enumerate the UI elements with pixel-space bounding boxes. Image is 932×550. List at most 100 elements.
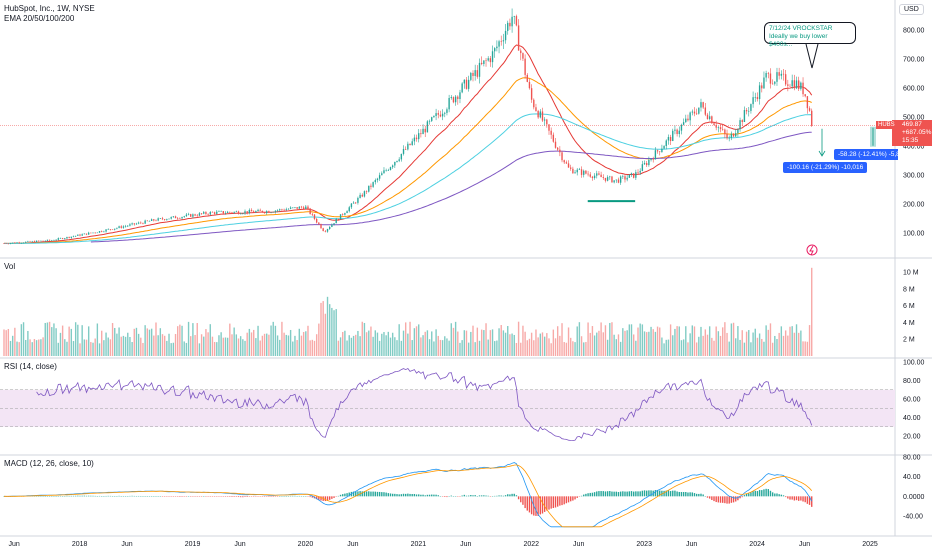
candle-body — [348, 207, 350, 212]
volume-bar — [461, 340, 463, 356]
annotation-note[interactable]: 7/12/24 VROCKSTAR Ideally we buy lower $… — [764, 22, 856, 48]
macd-histogram-bar — [381, 492, 383, 497]
candle-body — [491, 51, 494, 63]
candle-body — [672, 130, 674, 142]
volume-bar — [172, 342, 175, 356]
volume-bar — [682, 339, 685, 356]
candle-body — [604, 177, 607, 181]
macd-histogram-bar — [691, 492, 693, 497]
volume-bar — [800, 330, 802, 356]
volume-bar — [748, 330, 750, 356]
volume-bar — [216, 342, 218, 356]
volume-bar — [422, 335, 424, 356]
price-measure-1[interactable]: -100.16 (-21.29%) -10,016 — [783, 162, 868, 173]
candle-body — [784, 74, 787, 85]
volume-bar — [685, 326, 687, 356]
macd-histogram-bar — [376, 491, 379, 497]
candle-body — [96, 232, 99, 234]
volume-bar — [22, 322, 25, 356]
volume-bar — [782, 335, 785, 356]
volume-bar — [311, 339, 314, 356]
vol-tick: 8 M — [903, 286, 915, 293]
volume-bar — [289, 329, 292, 356]
candle-body — [213, 212, 216, 214]
candle-body — [628, 174, 631, 178]
volume-bar — [745, 331, 748, 356]
candle-body — [66, 236, 68, 239]
volume-bar — [168, 333, 170, 356]
currency-badge[interactable]: USD — [899, 4, 924, 15]
candle-body — [11, 242, 14, 244]
macd-histogram-bar — [344, 493, 346, 497]
macd-histogram-bar — [428, 494, 431, 497]
candle-body — [426, 121, 429, 133]
candle-body — [44, 240, 46, 242]
time-tick: Jun — [9, 541, 20, 548]
volume-bar — [387, 331, 390, 356]
volume-bar — [665, 339, 667, 356]
macd-histogram-bar — [741, 496, 743, 498]
last-price-badge: 469.87 +687.05% 15:35 — [892, 120, 932, 146]
volume-bar — [513, 334, 515, 356]
macd-histogram-bar — [233, 496, 235, 497]
candle-body — [289, 207, 292, 209]
candle-body — [331, 224, 333, 228]
candle-body — [572, 168, 574, 174]
volume-bar — [140, 337, 142, 356]
candle-body — [140, 222, 142, 224]
candle-body — [808, 108, 811, 111]
volume-bar — [161, 334, 164, 356]
volume-bar — [602, 332, 604, 356]
volume-bar — [556, 326, 559, 356]
rsi-label: RSI (14, close) — [4, 362, 57, 371]
candle-body — [161, 218, 164, 220]
volume-bar — [526, 340, 528, 356]
volume-bar — [680, 340, 683, 356]
volume-bar — [68, 326, 70, 356]
candle-body — [33, 241, 36, 243]
macd-histogram-bar — [352, 491, 355, 497]
volume-bar — [702, 335, 704, 356]
volume-bar — [203, 336, 205, 356]
macd-histogram-bar — [667, 490, 670, 497]
macd-histogram-bar — [787, 496, 789, 499]
volume-bar — [198, 343, 201, 356]
macd-histogram-bar — [761, 490, 763, 497]
volume-bar — [7, 328, 10, 356]
volume-bar — [101, 330, 103, 356]
candle-body — [283, 209, 285, 211]
volume-bar — [242, 339, 244, 356]
price-measure-2[interactable]: -58.28 (-12.41%) -5,82 — [834, 149, 898, 160]
volume-bar — [263, 333, 266, 356]
candle-body — [769, 73, 772, 84]
volume-bar — [255, 338, 257, 356]
volume-bar — [331, 307, 333, 356]
candle-body — [35, 240, 38, 243]
volume-bar — [570, 337, 572, 356]
macd-histogram-bar — [793, 496, 796, 501]
volume-bar — [730, 323, 733, 356]
volume-bar — [42, 337, 44, 356]
ema200-line — [90, 131, 812, 243]
volume-bar — [624, 330, 626, 356]
macd-histogram-bar — [748, 493, 750, 497]
volume-bar — [648, 331, 650, 356]
candle-body — [522, 53, 524, 59]
candle-body — [676, 129, 678, 135]
volume-bar — [257, 325, 259, 356]
volume-bar — [192, 323, 194, 356]
volume-bar — [274, 325, 277, 356]
macd-histogram-bar — [346, 493, 348, 497]
macd-histogram-bar — [331, 496, 333, 499]
macd-histogram-bar — [771, 492, 774, 497]
candle-body — [520, 50, 522, 54]
volume-bar — [5, 330, 7, 356]
candle-body — [116, 227, 118, 229]
macd-histogram-bar — [598, 491, 600, 497]
candle-body — [593, 175, 596, 179]
price-tick: 600.00 — [903, 86, 925, 93]
macd-histogram-bar — [782, 495, 785, 497]
volume-bar — [483, 330, 485, 356]
candle-body — [59, 238, 62, 239]
